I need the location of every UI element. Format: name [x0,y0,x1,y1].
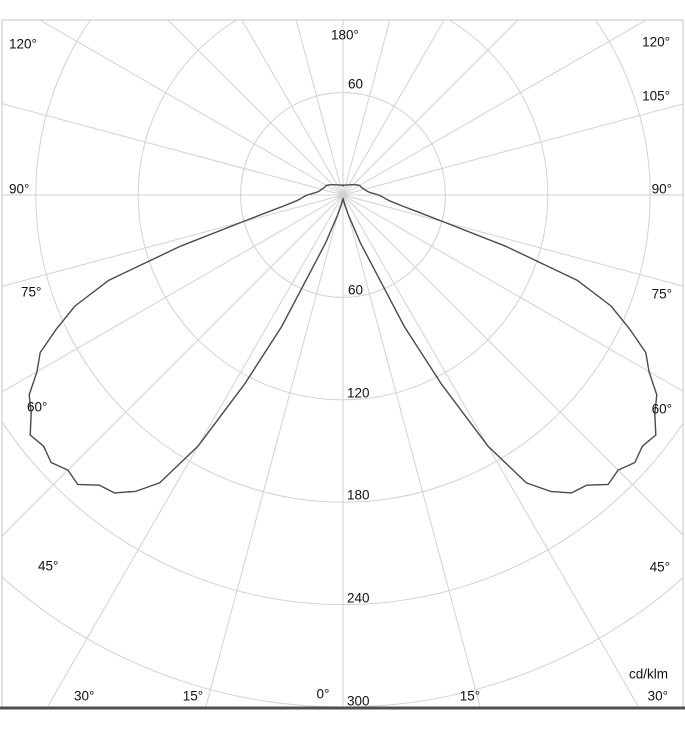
radial-grid-line [241,20,344,196]
radial-grid-line [342,103,683,196]
angle-label-right: 120° [642,35,670,50]
angle-label-right: 75° [652,287,672,302]
ring-240 [2,420,683,605]
ring-180 [35,20,651,503]
angle-label-left: 120° [9,37,37,52]
radial-grid-line [342,194,640,707]
radial-scale-label: 120 [347,386,370,401]
angle-label-bottom: 0° [317,687,330,702]
angle-label-left: 75° [21,285,41,300]
intensity-curve [28,184,658,494]
chart-labels: 120° 90° 75° 60° 45° 30° 120° 105° 90° 75° 60° 45° 3… [9,28,672,709]
angle-label-left: 60° [27,400,47,415]
angle-label-right: 60° [652,402,672,417]
angle-label-bottom: 15° [460,689,480,704]
radial-grid-line [38,20,344,196]
radial-grid-line [167,20,344,196]
angle-label-left: 45° [38,559,58,574]
angle-label-right: 90° [652,182,672,197]
radial-grid-line [205,194,344,707]
ring-120 [137,20,549,401]
angle-label-top: 180° [331,28,359,43]
radial-grid-line [295,20,344,196]
angle-label-left: 30° [74,689,94,704]
radial-grid-line [342,194,683,392]
angle-label-left: 90° [9,182,29,197]
ring-60 [240,92,446,298]
radial-grid-line [342,20,519,196]
grid-rings [2,20,683,707]
angle-label-right: 105° [642,89,670,104]
radial-grid-line [342,194,683,287]
radial-grid-line [2,194,344,393]
radial-grid-line [2,194,344,287]
radial-grid-line [342,194,683,536]
radial-grid-line [342,20,648,196]
angle-label-right: 45° [650,560,670,575]
radial-scale-label: 240 [347,591,370,606]
radial-grid-line [342,20,391,196]
radial-grid-line [2,103,344,196]
angle-label-right: 30° [648,689,668,704]
angle-label-bottom: 15° [183,689,203,704]
radial-grid-line [342,194,481,707]
units-label: cd/klm [629,667,668,682]
radial-grid-line [46,194,344,707]
radial-scale-label: 60 [348,77,363,92]
radial-grid-line [342,20,445,196]
radial-scale-label: 60 [348,283,363,298]
radial-scale-label: 180 [347,488,370,503]
radial-scale-label: 300 [347,694,370,709]
radial-grid-line [2,194,344,537]
